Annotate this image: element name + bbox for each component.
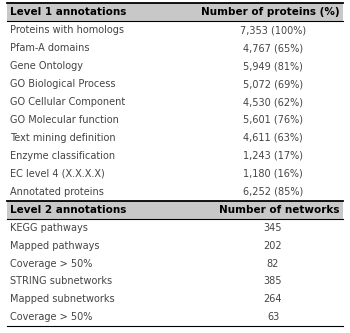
FancyBboxPatch shape [7,201,343,219]
Text: STRING subnetworks: STRING subnetworks [10,276,113,286]
Text: EC level 4 (X.X.X.X): EC level 4 (X.X.X.X) [10,169,105,179]
Text: Text mining definition: Text mining definition [10,133,116,143]
Text: 345: 345 [264,223,282,233]
Text: 385: 385 [264,276,282,286]
Text: 4,530 (62%): 4,530 (62%) [243,97,303,107]
Text: Number of networks: Number of networks [219,205,340,215]
Text: 6,252 (85%): 6,252 (85%) [243,187,303,197]
Text: 63: 63 [267,312,279,322]
Text: 1,243 (17%): 1,243 (17%) [243,151,303,161]
Text: 5,072 (69%): 5,072 (69%) [243,79,303,89]
Text: GO Cellular Component: GO Cellular Component [10,97,126,107]
Text: Pfam-A domains: Pfam-A domains [10,43,90,53]
Text: Mapped pathways: Mapped pathways [10,240,100,251]
Text: 202: 202 [264,240,282,251]
FancyBboxPatch shape [7,3,343,21]
Text: 1,180 (16%): 1,180 (16%) [243,169,303,179]
Text: 264: 264 [264,294,282,304]
Text: Coverage > 50%: Coverage > 50% [10,312,93,322]
Text: GO Biological Process: GO Biological Process [10,79,116,89]
Text: 4,611 (63%): 4,611 (63%) [243,133,303,143]
Text: KEGG pathways: KEGG pathways [10,223,88,233]
Text: GO Molecular function: GO Molecular function [10,115,119,125]
Text: Level 2 annotations: Level 2 annotations [10,205,127,215]
Text: Mapped subnetworks: Mapped subnetworks [10,294,115,304]
Text: Coverage > 50%: Coverage > 50% [10,258,93,268]
Text: Proteins with homologs: Proteins with homologs [10,25,125,35]
Text: Level 1 annotations: Level 1 annotations [10,7,127,17]
Text: Number of proteins (%): Number of proteins (%) [201,7,340,17]
Text: Gene Ontology: Gene Ontology [10,61,84,71]
Text: Annotated proteins: Annotated proteins [10,187,104,197]
Text: 5,949 (81%): 5,949 (81%) [243,61,303,71]
Text: 7,353 (100%): 7,353 (100%) [240,25,306,35]
Text: 4,767 (65%): 4,767 (65%) [243,43,303,53]
Text: 5,601 (76%): 5,601 (76%) [243,115,303,125]
Text: 82: 82 [267,258,279,268]
Text: Enzyme classification: Enzyme classification [10,151,116,161]
